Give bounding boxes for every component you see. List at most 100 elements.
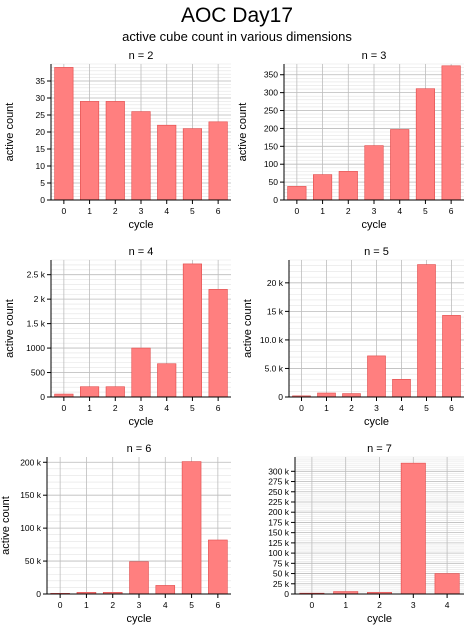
x-tick-label: 2 [110,600,115,610]
bar [131,347,151,398]
bar [157,363,177,398]
x-tick-label: 3 [139,206,144,216]
x-tick-label: 2 [349,403,354,413]
page-subtitle: active cube count in various dimensions [122,29,352,44]
y-tick-label: 175 k [268,517,290,527]
x-tick-label: 1 [87,403,92,413]
y-tick-label: 200 [264,123,278,133]
bar [442,315,461,398]
y-tick-label: 2 k [34,294,46,304]
bar [54,67,74,201]
page-title: AOC Day17 [180,4,294,27]
y-axis-label: active count [0,496,12,555]
chart-title: n = 6 [127,443,152,455]
y-tick-label: 20 [36,127,46,137]
chart-4: 0 5.0 k 10.0 k 15 k 20 k 0 1 2 3 4 5 6 n = 5 cycle act… [242,246,464,428]
y-tick-label: 1000 [26,343,45,353]
y-tick-label: 0 [40,392,45,402]
x-tick-label: 3 [139,403,144,413]
x-tick-label: 1 [87,206,92,216]
bar [415,88,435,201]
y-tick-label: 100 [264,159,278,169]
y-tick-label: 15 k [267,306,284,316]
y-axis-label: active count [4,299,16,358]
bar [441,65,461,201]
y-axis-label: active count [4,103,16,162]
y-tick-label: 350 [264,70,278,80]
x-tick-label: 2 [377,600,382,610]
bar [131,111,151,201]
y-tick-label: 100 k [20,523,42,533]
y-tick-label: 50 [269,177,279,187]
x-tick-label: 3 [374,403,379,413]
x-tick-label: 5 [190,206,195,216]
x-tick-label: 3 [372,206,377,216]
chart-title: n = 2 [129,50,154,62]
x-tick-label: 2 [346,206,351,216]
bar [208,539,228,595]
y-tick-label: 300 k [268,466,290,476]
x-tick-label: 3 [411,600,416,610]
x-tick-label: 4 [445,600,450,610]
chart-3: 0 500 1000 1.5 k 2 k 2.5 k 0 1 2 3 4 5 6 n = 4 cycle ac… [4,246,231,428]
y-tick-label: 0 [273,195,278,205]
x-tick-label: 0 [58,600,63,610]
y-tick-label: 0 [36,589,41,599]
bar [342,393,361,398]
chart-title: n = 3 [362,50,387,62]
y-tick-label: 25 [36,110,46,120]
chart-5: 0 50 k 100 k 150 k 200 k 0 1 2 3 4 5 6 n = 6 cycle act… [0,443,231,625]
y-tick-label: 200 k [20,457,42,467]
bar [157,124,177,201]
x-axis-label: cycle [364,416,389,428]
y-tick-label: 15 [36,144,46,154]
bar [80,386,100,398]
x-tick-label: 6 [216,206,221,216]
y-tick-label: 150 k [268,528,290,538]
x-tick-label: 4 [397,206,402,216]
bar [105,386,125,398]
x-tick-label: 1 [324,403,329,413]
bar [129,561,149,595]
y-tick-label: 300 [264,88,278,98]
y-tick-label: 1.5 k [27,319,46,329]
y-tick-label: 0 [284,589,289,599]
x-tick-label: 0 [61,206,66,216]
x-tick-label: 1 [320,206,325,216]
y-tick-label: 5.0 k [265,363,284,373]
x-tick-label: 4 [164,206,169,216]
y-tick-label: 125 k [268,538,290,548]
y-tick-label: 35 [36,76,46,86]
bar [367,355,386,398]
bar [313,174,333,201]
bar [390,129,410,201]
y-tick-label: 250 k [268,487,290,497]
bar [208,121,228,201]
bar [364,145,384,201]
y-tick-label: 2.5 k [27,270,46,280]
bar [105,101,125,201]
x-axis-label: cycle [128,416,153,428]
y-tick-label: 25 k [273,579,290,589]
bar [338,171,358,201]
x-tick-label: 0 [310,600,315,610]
x-tick-label: 6 [449,206,454,216]
bar [400,462,426,595]
x-axis-label: cycle [361,219,386,231]
x-tick-label: 0 [61,403,66,413]
x-tick-label: 6 [215,600,220,610]
x-tick-label: 4 [399,403,404,413]
x-tick-label: 3 [137,600,142,610]
bar [182,263,202,398]
x-tick-label: 1 [84,600,89,610]
y-tick-label: 0 [278,392,283,402]
bar [317,392,336,398]
x-axis-label: cycle [126,613,151,625]
x-tick-label: 5 [190,403,195,413]
chart-2: 0 50 100 150 200 250 300 350 0 1 2 3 4 5 6 n = 3 cycle ac… [237,50,464,231]
y-tick-label: 150 [264,141,278,151]
x-tick-label: 6 [449,403,454,413]
y-tick-label: 0 [40,195,45,205]
